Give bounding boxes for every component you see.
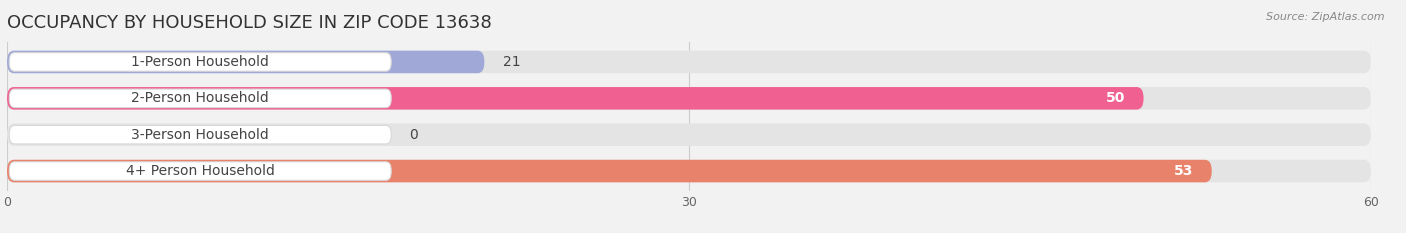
FancyBboxPatch shape [7, 160, 1371, 182]
Text: 53: 53 [1174, 164, 1194, 178]
FancyBboxPatch shape [7, 160, 1212, 182]
FancyBboxPatch shape [10, 53, 391, 71]
FancyBboxPatch shape [7, 51, 1371, 73]
Text: 3-Person Household: 3-Person Household [131, 128, 269, 142]
Text: Source: ZipAtlas.com: Source: ZipAtlas.com [1267, 12, 1385, 22]
Text: 1-Person Household: 1-Person Household [131, 55, 269, 69]
FancyBboxPatch shape [10, 162, 391, 180]
Text: 0: 0 [409, 128, 418, 142]
Text: 50: 50 [1107, 91, 1125, 105]
Text: 4+ Person Household: 4+ Person Household [125, 164, 274, 178]
FancyBboxPatch shape [7, 123, 1371, 146]
FancyBboxPatch shape [7, 87, 1371, 110]
Text: 21: 21 [502, 55, 520, 69]
Text: 2-Person Household: 2-Person Household [131, 91, 269, 105]
FancyBboxPatch shape [7, 87, 1143, 110]
Text: OCCUPANCY BY HOUSEHOLD SIZE IN ZIP CODE 13638: OCCUPANCY BY HOUSEHOLD SIZE IN ZIP CODE … [7, 14, 492, 32]
FancyBboxPatch shape [10, 125, 391, 144]
FancyBboxPatch shape [10, 89, 391, 108]
FancyBboxPatch shape [7, 51, 484, 73]
